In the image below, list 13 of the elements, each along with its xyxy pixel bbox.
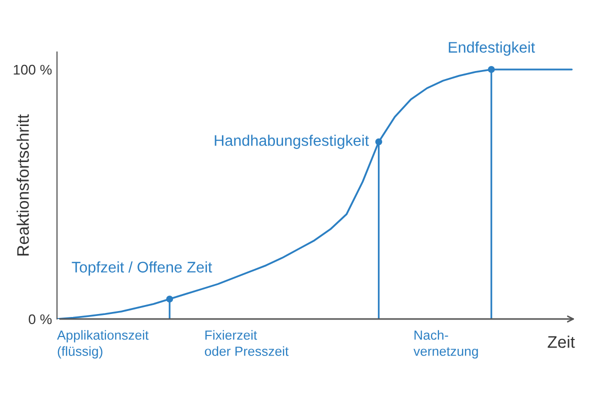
annotation: Endfestigkeit [448,42,535,56]
point [166,296,174,303]
annotation: Topfzeit / Offene Zeit [72,261,212,276]
annotation: Handhabungsfestigkeit [214,134,369,149]
x-axis-title: Zeit [548,336,575,348]
text: Applikationszeit (flüssig) [57,330,149,359]
text: Nach- vernetzung [414,330,478,359]
y-tick-label: 0 % [28,314,52,324]
point [488,66,495,73]
point [375,138,382,146]
text: Fixierzeit oder Presszeit [204,330,289,356]
y-tick-label: 100 % [14,64,52,75]
y-axis-title: Reaktionsfortschritt [16,114,29,256]
